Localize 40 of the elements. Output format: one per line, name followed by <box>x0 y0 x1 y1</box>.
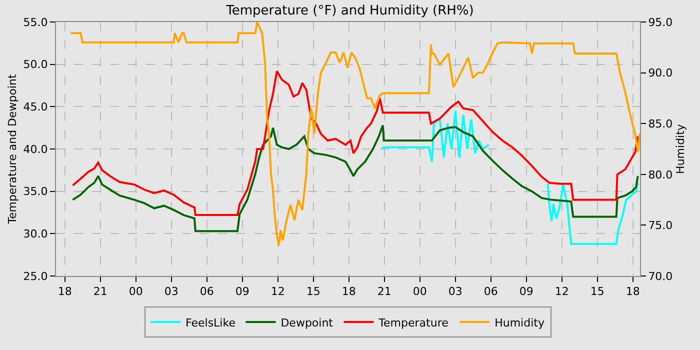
x-tick-label: 18 <box>58 285 72 298</box>
legend-label: FeelsLike <box>186 316 236 330</box>
y2-tick-label: 90.0 <box>648 66 673 80</box>
x-tick-label: 15 <box>590 285 604 298</box>
x-tick-label: 12 <box>554 285 569 298</box>
x-tick-label: 21 <box>377 285 392 298</box>
legend-label: Temperature <box>378 316 449 330</box>
x-tick-label: 00 <box>128 285 143 298</box>
y2-axis-title: Humidity <box>674 124 687 174</box>
y2-tick-label: 70.0 <box>648 270 673 283</box>
y2-tick-label: 85.0 <box>648 117 673 130</box>
y-tick-label: 45.0 <box>23 100 48 114</box>
x-tick-label: 18 <box>626 285 640 298</box>
y-axis-title: Temperature and Dewpoint <box>6 73 19 225</box>
x-tick-label: 00 <box>412 285 427 298</box>
y-tick-label: 25.0 <box>23 270 48 283</box>
x-tick-label: 06 <box>200 285 214 298</box>
legend-label: Dewpoint <box>280 316 334 330</box>
line-series <box>72 124 639 232</box>
y-tick-label: 40.0 <box>23 142 48 156</box>
x-tick-label: 15 <box>306 285 320 298</box>
x-tick-label: 09 <box>519 285 534 298</box>
x-tick-label: 18 <box>342 285 356 298</box>
y-tick-label: 50.0 <box>23 58 48 72</box>
x-tick-label: 03 <box>448 285 462 298</box>
legend-label: Humidity <box>494 316 545 330</box>
chart-title: Temperature (°F) and Humidity (RH%) <box>225 3 474 18</box>
y-tick-label: 35.0 <box>23 185 48 198</box>
line-series <box>72 70 639 216</box>
x-tick-label: 06 <box>484 285 498 298</box>
y-tick-label: 30.0 <box>23 228 48 241</box>
y-tick-label: 55.0 <box>23 16 48 29</box>
x-tick-label: 21 <box>93 285 108 298</box>
x-tick-label: 09 <box>235 285 250 298</box>
x-tick-label: 12 <box>270 285 285 298</box>
line-series <box>70 22 640 247</box>
y2-tick-label: 75.0 <box>648 219 673 232</box>
x-tick-label: 03 <box>164 285 178 298</box>
y2-tick-label: 95.0 <box>648 16 673 29</box>
y2-tick-label: 80.0 <box>648 168 673 182</box>
